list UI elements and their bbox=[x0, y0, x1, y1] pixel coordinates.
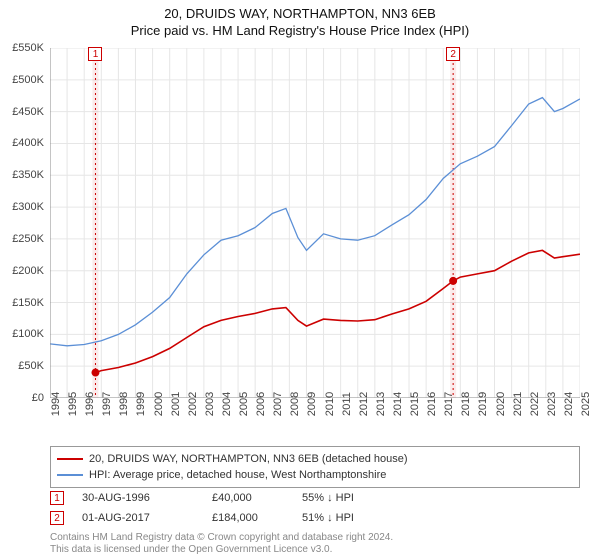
chart-marker-icon: 2 bbox=[446, 47, 460, 61]
x-tick-label: 2002 bbox=[187, 392, 199, 416]
y-tick-label: £300K bbox=[12, 201, 44, 213]
legend-row: 20, DRUIDS WAY, NORTHAMPTON, NN3 6EB (de… bbox=[57, 451, 573, 467]
x-tick-label: 2008 bbox=[289, 392, 301, 416]
legend-label: 20, DRUIDS WAY, NORTHAMPTON, NN3 6EB (de… bbox=[89, 451, 408, 467]
x-tick-label: 2005 bbox=[238, 392, 250, 416]
x-tick-label: 1994 bbox=[50, 392, 62, 416]
x-tick-label: 2012 bbox=[358, 392, 370, 416]
sale-date: 30-AUG-1996 bbox=[82, 492, 212, 504]
y-tick-label: £0 bbox=[32, 392, 44, 404]
y-tick-label: £250K bbox=[12, 233, 44, 245]
x-tick-label: 2001 bbox=[170, 392, 182, 416]
legend-swatch bbox=[57, 458, 83, 460]
legend: 20, DRUIDS WAY, NORTHAMPTON, NN3 6EB (de… bbox=[50, 446, 580, 488]
x-tick-label: 2004 bbox=[221, 392, 233, 416]
x-tick-label: 2020 bbox=[495, 392, 507, 416]
title-address: 20, DRUIDS WAY, NORTHAMPTON, NN3 6EB bbox=[0, 6, 600, 21]
y-tick-label: £450K bbox=[12, 106, 44, 118]
sale-price: £40,000 bbox=[212, 492, 302, 504]
y-tick-label: £100K bbox=[12, 328, 44, 340]
legend-swatch bbox=[57, 474, 83, 476]
x-tick-label: 1997 bbox=[101, 392, 113, 416]
y-tick-label: £50K bbox=[18, 360, 44, 372]
footer-copyright: Contains HM Land Registry data © Crown c… bbox=[50, 532, 393, 544]
sale-marker-icon: 1 bbox=[50, 491, 64, 505]
chart-container: 20, DRUIDS WAY, NORTHAMPTON, NN3 6EB Pri… bbox=[0, 0, 600, 560]
x-tick-label: 2003 bbox=[204, 392, 216, 416]
legend-row: HPI: Average price, detached house, West… bbox=[57, 467, 573, 483]
x-tick-label: 2014 bbox=[392, 392, 404, 416]
x-tick-label: 2021 bbox=[512, 392, 524, 416]
chart-marker-icon: 1 bbox=[88, 47, 102, 61]
x-tick-label: 2009 bbox=[306, 392, 318, 416]
sale-row: 1 30-AUG-1996 £40,000 55% ↓ HPI bbox=[50, 488, 392, 508]
x-tick-label: 1998 bbox=[118, 392, 130, 416]
title-subtitle: Price paid vs. HM Land Registry's House … bbox=[0, 23, 600, 38]
footer: Contains HM Land Registry data © Crown c… bbox=[50, 532, 393, 556]
x-tick-label: 2006 bbox=[255, 392, 267, 416]
x-tick-label: 2007 bbox=[272, 392, 284, 416]
x-tick-label: 2010 bbox=[324, 392, 336, 416]
x-tick-label: 2015 bbox=[409, 392, 421, 416]
y-tick-label: £200K bbox=[12, 265, 44, 277]
sale-hpi: 55% ↓ HPI bbox=[302, 492, 392, 504]
sale-row: 2 01-AUG-2017 £184,000 51% ↓ HPI bbox=[50, 508, 392, 528]
y-tick-label: £500K bbox=[12, 74, 44, 86]
x-tick-label: 2025 bbox=[580, 392, 592, 416]
x-tick-label: 2011 bbox=[341, 392, 353, 416]
x-tick-label: 1999 bbox=[135, 392, 147, 416]
chart-area: £0£50K£100K£150K£200K£250K£300K£350K£400… bbox=[50, 48, 580, 398]
y-tick-label: £550K bbox=[12, 42, 44, 54]
sales-table: 1 30-AUG-1996 £40,000 55% ↓ HPI 2 01-AUG… bbox=[50, 488, 392, 528]
x-tick-label: 2023 bbox=[546, 392, 558, 416]
footer-license: This data is licensed under the Open Gov… bbox=[50, 544, 393, 556]
y-tick-label: £400K bbox=[12, 137, 44, 149]
sale-date: 01-AUG-2017 bbox=[82, 512, 212, 524]
sale-marker-icon: 2 bbox=[50, 511, 64, 525]
sale-hpi: 51% ↓ HPI bbox=[302, 512, 392, 524]
y-tick-label: £150K bbox=[12, 297, 44, 309]
x-tick-label: 2013 bbox=[375, 392, 387, 416]
x-tick-label: 1996 bbox=[84, 392, 96, 416]
x-tick-label: 2000 bbox=[153, 392, 165, 416]
x-tick-label: 2019 bbox=[477, 392, 489, 416]
title-block: 20, DRUIDS WAY, NORTHAMPTON, NN3 6EB Pri… bbox=[0, 0, 600, 38]
y-tick-label: £350K bbox=[12, 169, 44, 181]
x-tick-label: 2017 bbox=[443, 392, 455, 416]
x-tick-label: 2024 bbox=[563, 392, 575, 416]
legend-label: HPI: Average price, detached house, West… bbox=[89, 467, 386, 483]
x-tick-label: 2018 bbox=[460, 392, 472, 416]
x-tick-label: 1995 bbox=[67, 392, 79, 416]
x-tick-label: 2016 bbox=[426, 392, 438, 416]
x-tick-label: 2022 bbox=[529, 392, 541, 416]
sale-price: £184,000 bbox=[212, 512, 302, 524]
chart-svg bbox=[50, 48, 580, 398]
